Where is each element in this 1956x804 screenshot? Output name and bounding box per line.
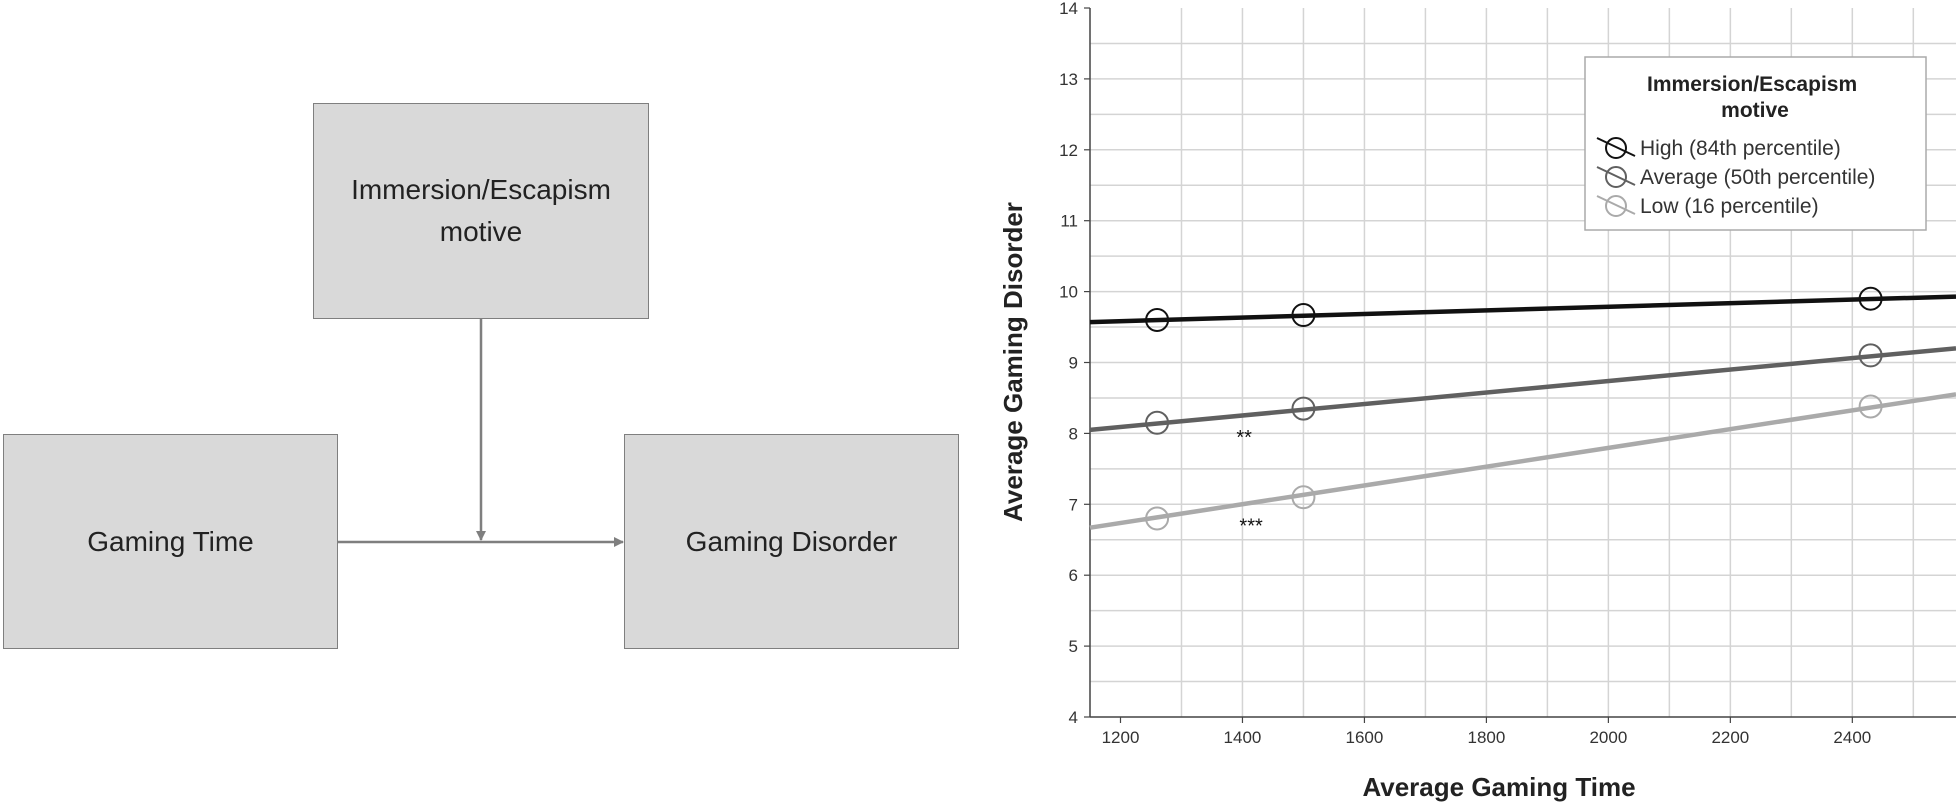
series-point [1145,506,1170,531]
series-point [1858,343,1883,368]
series-line [1089,294,1956,325]
y-tick-label: 10 [1059,283,1078,302]
legend-swatch-line [1596,137,1636,157]
y-tick-label: 9 [1069,354,1078,373]
moderator-box: Immersion/Escapism motive [313,103,649,319]
interaction-chart: 1200 1400 1600 1800 2000 2200 2400 4 5 6 7 8 9 10 11 12… [990,0,1956,804]
legend-swatch-line [1596,195,1636,215]
significance-annotation: *** [1239,516,1263,538]
x-tick-label: 1800 [1467,728,1505,747]
axis-layer: 1200 1400 1600 1800 2000 2200 2400 4 5 6 7 8 9 10 11 12… [1059,0,1956,747]
moderator-label: Immersion/Escapism motive [351,174,611,247]
y-tick-label: 14 [1059,0,1078,18]
x-tick-label: 2400 [1833,728,1871,747]
series-line [1089,346,1956,433]
x-tick-label: 1600 [1346,728,1384,747]
chart-svg: 1200 1400 1600 1800 2000 2200 2400 4 5 6 7 8 9 10 11 12… [998,0,1956,802]
y-tick-label: 6 [1069,566,1078,585]
series-point [1145,307,1170,332]
series-layer [1089,286,1956,531]
y-tick-label: 12 [1059,141,1078,160]
series-point [1291,485,1316,510]
x-axis-title: Average Gaming Time [1362,772,1635,802]
annotation-layer: ***** [1236,427,1263,538]
legend-label: Low (16 percentile) [1640,195,1819,218]
x-tick-label: 1200 [1102,728,1140,747]
series-point [1291,396,1316,421]
series-point [1858,394,1883,419]
y-tick-label: 4 [1069,708,1078,727]
outcome-box: Gaming Disorder [624,434,959,649]
y-tick-label: 7 [1069,495,1078,514]
legend-label: High (84th percentile) [1640,137,1841,160]
moderation-diagram: Immersion/Escapism motive Gaming Time Ga… [3,103,959,649]
outcome-label: Gaming Disorder [685,525,898,557]
y-axis-title: Average Gaming Disorder [998,202,1028,522]
y-tick-label: 11 [1060,212,1078,231]
legend: Immersion/Escapism motive High (84th per… [1584,56,1927,231]
legend-swatch-marker [1605,195,1627,217]
y-tick-label: 13 [1059,70,1078,89]
predictor-label: Gaming Time [87,525,254,557]
legend-swatch-marker [1605,166,1627,188]
diagram-arrows [338,319,624,547]
y-tick-label: 5 [1069,637,1078,656]
series-line [1089,392,1956,530]
legend-swatch-line [1596,166,1636,186]
x-tick-label: 1400 [1224,728,1262,747]
series-point [1858,286,1883,311]
x-tick-label: 2200 [1711,728,1749,747]
series-point [1145,410,1170,435]
significance-annotation: ** [1236,427,1252,449]
legend-items: High (84th percentile) Average (50th perc… [1596,137,1875,218]
legend-swatch-marker [1605,137,1627,159]
series-point [1291,302,1316,327]
predictor-box: Gaming Time [3,434,338,649]
legend-box [1584,56,1927,231]
y-tick-label: 8 [1069,424,1078,443]
legend-title: Immersion/Escapism motive [1647,73,1863,122]
legend-label: Average (50th percentile) [1640,166,1875,189]
x-tick-label: 2000 [1589,728,1627,747]
